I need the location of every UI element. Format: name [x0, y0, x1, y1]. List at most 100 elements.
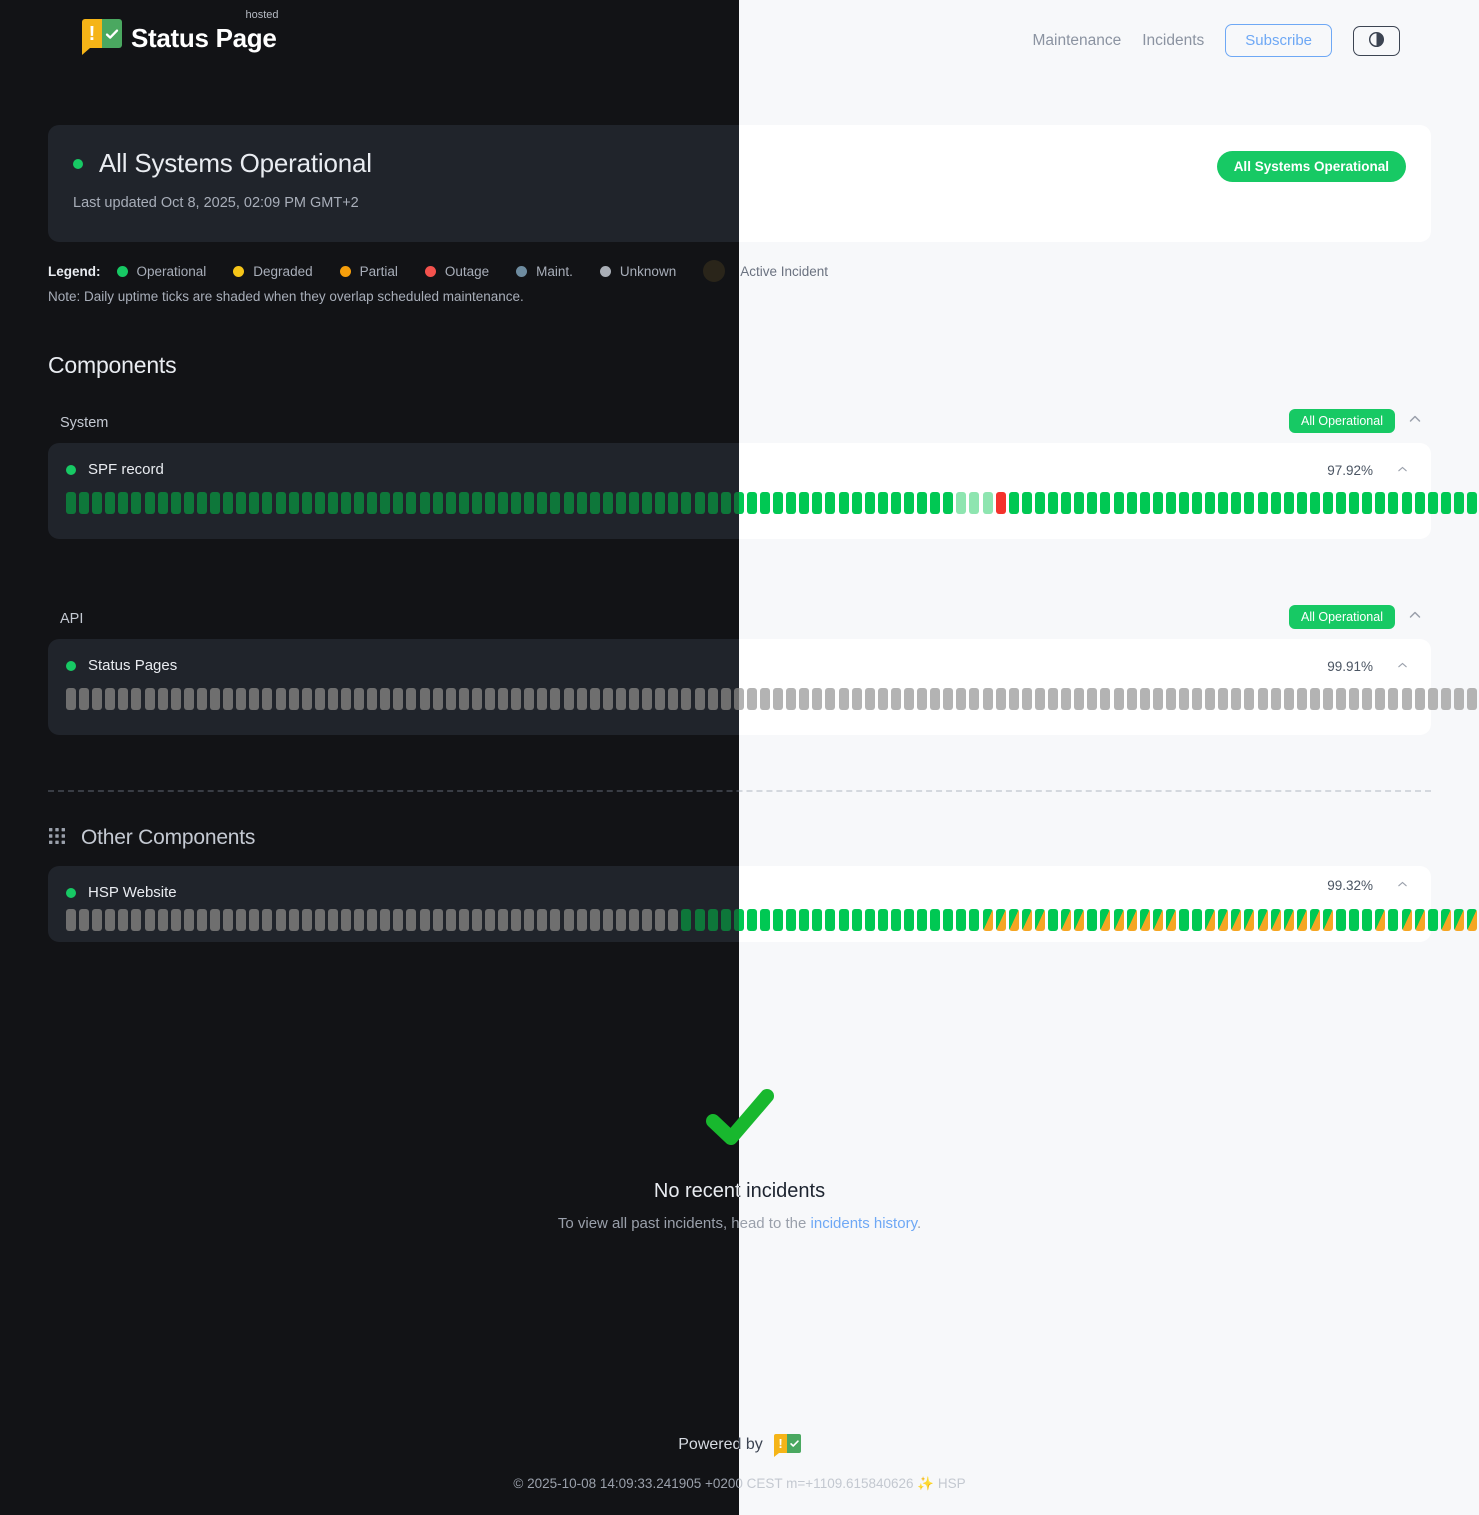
uptime-tick[interactable]	[524, 688, 535, 710]
uptime-tick[interactable]	[799, 492, 810, 514]
uptime-tick[interactable]	[576, 492, 587, 514]
uptime-tick[interactable]	[1048, 688, 1059, 710]
uptime-tick[interactable]	[563, 492, 574, 514]
uptime-tick[interactable]	[511, 492, 522, 514]
uptime-tick[interactable]	[681, 492, 692, 514]
group-badge-system[interactable]: All Operational	[1289, 409, 1395, 433]
uptime-tick[interactable]	[707, 492, 718, 514]
uptime-tick[interactable]	[602, 909, 613, 931]
group-badge-api[interactable]: All Operational	[1289, 605, 1395, 629]
uptime-tick[interactable]	[1152, 688, 1163, 710]
uptime-tick[interactable]	[1021, 909, 1032, 931]
uptime-tick[interactable]	[720, 909, 731, 931]
uptime-tick[interactable]	[249, 688, 260, 710]
uptime-tick[interactable]	[1244, 492, 1255, 514]
uptime-tick[interactable]	[1270, 492, 1281, 514]
uptime-tick[interactable]	[223, 688, 234, 710]
uptime-tick[interactable]	[956, 492, 967, 514]
uptime-tick[interactable]	[576, 688, 587, 710]
uptime-tick[interactable]	[1205, 909, 1216, 931]
uptime-tick[interactable]	[681, 688, 692, 710]
uptime-tick[interactable]	[1375, 909, 1386, 931]
uptime-tick[interactable]	[786, 688, 797, 710]
uptime-tick[interactable]	[537, 909, 548, 931]
uptime-tick[interactable]	[1008, 688, 1019, 710]
uptime-tick[interactable]	[1427, 909, 1438, 931]
uptime-tick[interactable]	[694, 492, 705, 514]
uptime-tick[interactable]	[943, 492, 954, 514]
uptime-tick[interactable]	[904, 688, 914, 710]
uptime-tick[interactable]	[1113, 688, 1124, 710]
uptime-tick[interactable]	[458, 492, 469, 514]
uptime-tick[interactable]	[1218, 492, 1229, 514]
uptime-tick[interactable]	[393, 909, 404, 931]
uptime-tick[interactable]	[1362, 688, 1373, 710]
uptime-tick[interactable]	[1048, 909, 1059, 931]
uptime-tick[interactable]	[327, 688, 338, 710]
uptime-tick[interactable]	[825, 688, 836, 710]
incidents-history-link[interactable]: incidents history	[810, 1215, 917, 1232]
uptime-tick[interactable]	[890, 688, 901, 710]
uptime-tick[interactable]	[1349, 688, 1360, 710]
uptime-tick[interactable]	[694, 909, 705, 931]
uptime-tick[interactable]	[170, 688, 181, 710]
uptime-tick[interactable]	[406, 909, 417, 931]
uptime-tick[interactable]	[1467, 688, 1478, 710]
uptime-tick[interactable]	[1165, 492, 1176, 514]
uptime-tick[interactable]	[485, 688, 495, 710]
uptime-tick[interactable]	[249, 492, 260, 514]
uptime-tick[interactable]	[354, 492, 365, 514]
uptime-tick[interactable]	[1257, 688, 1268, 710]
uptime-tick[interactable]	[66, 492, 76, 514]
uptime-tick[interactable]	[786, 909, 797, 931]
uptime-tick[interactable]	[930, 909, 941, 931]
uptime-tick[interactable]	[458, 909, 469, 931]
uptime-tick[interactable]	[511, 909, 522, 931]
uptime-tick[interactable]	[262, 688, 273, 710]
uptime-tick[interactable]	[157, 909, 168, 931]
uptime-tick[interactable]	[1296, 909, 1307, 931]
theme-toggle-button[interactable]	[1353, 25, 1400, 56]
uptime-tick[interactable]	[759, 909, 770, 931]
uptime-tick[interactable]	[1257, 909, 1268, 931]
brand-logo[interactable]: ! Status Page hosted	[82, 9, 279, 55]
uptime-tick[interactable]	[1467, 909, 1478, 931]
uptime-tick[interactable]	[327, 909, 338, 931]
uptime-tick[interactable]	[1100, 688, 1111, 710]
uptime-tick[interactable]	[432, 688, 443, 710]
uptime-tick[interactable]	[812, 909, 823, 931]
uptime-tick[interactable]	[1061, 688, 1072, 710]
uptime-tick[interactable]	[1453, 909, 1464, 931]
subscribe-button[interactable]: Subscribe	[1225, 24, 1332, 57]
uptime-tick[interactable]	[746, 688, 757, 710]
uptime-tick[interactable]	[524, 492, 535, 514]
uptime-tick[interactable]	[956, 909, 967, 931]
uptime-tick[interactable]	[1296, 492, 1307, 514]
group-collapse-chevron-up-icon[interactable]	[1407, 411, 1423, 432]
uptime-tick[interactable]	[746, 492, 757, 514]
uptime-tick[interactable]	[1375, 688, 1386, 710]
uptime-tick[interactable]	[773, 688, 784, 710]
uptime-tick[interactable]	[131, 909, 142, 931]
uptime-tick[interactable]	[707, 909, 718, 931]
uptime-tick[interactable]	[904, 492, 914, 514]
uptime-tick[interactable]	[550, 492, 561, 514]
uptime-tick[interactable]	[471, 909, 482, 931]
uptime-tick[interactable]	[196, 492, 207, 514]
uptime-tick[interactable]	[223, 492, 234, 514]
uptime-tick[interactable]	[118, 492, 129, 514]
uptime-tick[interactable]	[223, 909, 234, 931]
uptime-tick[interactable]	[1440, 909, 1451, 931]
uptime-tick[interactable]	[1414, 688, 1425, 710]
uptime-tick[interactable]	[118, 688, 129, 710]
uptime-tick[interactable]	[851, 688, 862, 710]
uptime-tick[interactable]	[471, 492, 482, 514]
uptime-tick[interactable]	[563, 909, 574, 931]
uptime-tick[interactable]	[668, 909, 679, 931]
uptime-tick[interactable]	[445, 909, 456, 931]
uptime-tick[interactable]	[969, 909, 980, 931]
uptime-tick[interactable]	[1061, 492, 1072, 514]
uptime-tick[interactable]	[236, 492, 247, 514]
component-row-status-pages[interactable]: Status Pages	[66, 657, 1413, 674]
uptime-tick[interactable]	[340, 492, 351, 514]
